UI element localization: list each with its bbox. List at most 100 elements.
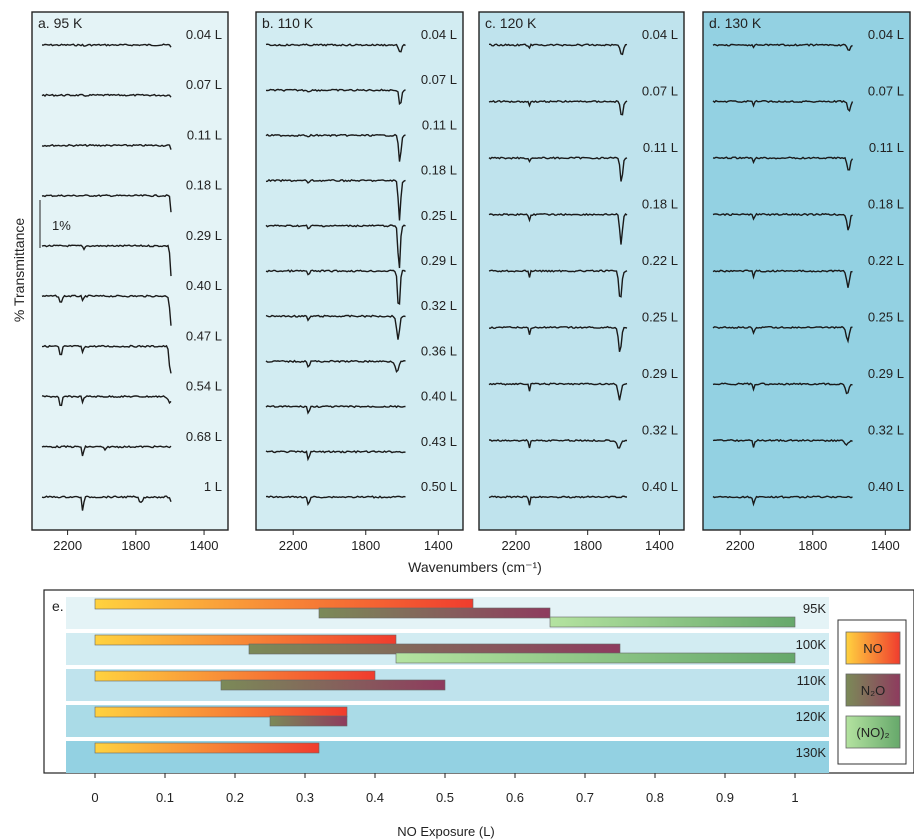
x-tick-label-d-1400: 1400 [871, 538, 900, 553]
trace-b-1: 0.04 L [265, 27, 457, 53]
trace-a-10: 1 L [41, 479, 222, 511]
bar-95K-NO [94, 598, 474, 610]
trace-a-3: 0.11 L [41, 127, 222, 150]
x-tick-label-a-2200: 2200 [53, 538, 82, 553]
legend-swatch-2 [845, 673, 901, 707]
panel-a-frame [31, 11, 229, 531]
trace-a-10-line [41, 495, 172, 511]
trace-a-5: 0.29 L [41, 228, 222, 277]
trace-d-2-label: 0.07 L [868, 84, 904, 99]
row-100K-label: 100K [796, 637, 827, 652]
trace-c-4-label: 0.18 L [642, 197, 678, 212]
x-tick-label-c-1400: 1400 [645, 538, 674, 553]
trace-d-2: 0.07 L [712, 84, 904, 112]
trace-c-4-line [488, 212, 628, 245]
trace-b-11-label: 0.50 L [421, 479, 457, 494]
trace-a-6-label: 0.40 L [186, 278, 222, 293]
trace-a-2-label: 0.07 L [186, 77, 222, 92]
trace-c-5-label: 0.22 L [642, 253, 678, 268]
x-tick-label-d-1800: 1800 [798, 538, 827, 553]
trace-d-4-line [712, 212, 853, 231]
trace-c-3-label: 0.11 L [643, 140, 678, 155]
trace-d-1-label: 0.04 L [868, 27, 904, 42]
trace-d-2-line [712, 99, 854, 112]
trace-d-8-line [712, 438, 853, 448]
panel-d-title: d. 130 K [709, 15, 762, 31]
trace-c-4: 0.18 L [488, 197, 678, 245]
trace-d-8: 0.32 L [712, 423, 904, 448]
trace-d-5: 0.22 L [712, 253, 904, 288]
x-tick-label-a-1400: 1400 [190, 538, 219, 553]
trace-d-1-line [712, 43, 853, 52]
bar-95K-NO2dimer [549, 616, 796, 628]
trace-b-9-label: 0.40 L [421, 389, 457, 404]
trace-b-4: 0.18 L [265, 163, 457, 221]
trace-a-1-label: 0.04 L [186, 27, 222, 42]
trace-c-6-label: 0.25 L [642, 310, 678, 325]
spectra-panels: a. 95 K 0.04 L 0.07 L 0.11 L 0.18 L 0.29 L 0.4… [31, 11, 911, 553]
trace-b-4-label: 0.18 L [421, 163, 457, 178]
scale-bar-label: 1% [52, 218, 71, 233]
trace-b-1-line [265, 43, 406, 53]
x-tick-label-d-2200: 2200 [726, 538, 755, 553]
trace-a-5-label: 0.29 L [186, 228, 222, 243]
trace-c-9: 0.40 L [488, 479, 678, 506]
trace-b-11-line [265, 495, 406, 507]
trace-c-1: 0.04 L [489, 27, 678, 56]
trace-c-5-line [488, 269, 628, 298]
trace-d-9: 0.40 L [712, 479, 904, 507]
trace-a-9-label: 0.68 L [186, 429, 222, 444]
y-axis-label: % Transmittance [11, 218, 27, 322]
trace-a-1: 0.04 L [41, 27, 222, 48]
panel-c-title: c. 120 K [485, 15, 537, 31]
trace-b-5: 0.25 L [265, 208, 457, 269]
legend-item-2: N₂O [845, 673, 901, 707]
trace-a-7-line [41, 344, 172, 374]
trace-a-9-line [41, 444, 172, 457]
e-x-tick-label-0.8: 0.8 [646, 790, 664, 805]
trace-b-10-line [265, 450, 406, 462]
trace-c-2-label: 0.07 L [642, 84, 678, 99]
trace-a-3-label: 0.11 L [187, 127, 222, 142]
trace-b-10: 0.43 L [265, 434, 457, 462]
trace-a-4-line [41, 194, 172, 213]
trace-c-6-line [489, 325, 628, 352]
trace-c-9-label: 0.40 L [642, 479, 678, 494]
x-tick-label-b-1400: 1400 [424, 538, 453, 553]
panel-b-title: b. 110 K [262, 15, 314, 31]
bar-100K-NO [94, 634, 397, 646]
e-x-tick-label-0: 0 [91, 790, 98, 805]
trace-d-6: 0.25 L [712, 310, 904, 344]
trace-a-1-line [41, 43, 172, 48]
trace-b-9-line [265, 404, 406, 415]
panel-a: a. 95 K 0.04 L 0.07 L 0.11 L 0.18 L 0.29 L 0.4… [31, 11, 229, 553]
trace-a-7: 0.47 L [41, 328, 222, 374]
bar-120K-N2O [269, 715, 348, 727]
trace-d-7: 0.29 L [712, 366, 904, 395]
trace-d-6-label: 0.25 L [868, 310, 904, 325]
trace-c-1-line [489, 43, 628, 56]
legend-label-3: (NO)₂ [856, 725, 889, 740]
e-x-tick-label-0.6: 0.6 [506, 790, 524, 805]
trace-b-6-label: 0.29 L [421, 253, 457, 268]
x-tick-label-c-1800: 1800 [573, 538, 602, 553]
trace-b-2-label: 0.07 L [421, 72, 457, 87]
trace-a-2: 0.07 L [41, 77, 222, 98]
panel-b: b. 110 K 0.04 L 0.07 L 0.11 L 0.18 L 0.25 L 0.… [255, 11, 464, 553]
e-x-tick-label-0.1: 0.1 [156, 790, 174, 805]
x-tick-label-c-2200: 2200 [501, 538, 530, 553]
trace-a-6-line [41, 294, 172, 326]
e-x-tick-label-0.2: 0.2 [226, 790, 244, 805]
trace-c-8-label: 0.32 L [642, 423, 678, 438]
e-x-tick-label-0.7: 0.7 [576, 790, 594, 805]
trace-a-8-line [41, 395, 172, 407]
x-tick-label-a-1800: 1800 [121, 538, 150, 553]
trace-c-7: 0.29 L [488, 366, 678, 401]
x-tick-label-b-2200: 2200 [279, 538, 308, 553]
trace-c-7-label: 0.29 L [642, 366, 678, 381]
trace-b-6-line [265, 269, 406, 306]
trace-b-7-label: 0.32 L [421, 298, 457, 313]
trace-d-1: 0.04 L [712, 27, 904, 52]
